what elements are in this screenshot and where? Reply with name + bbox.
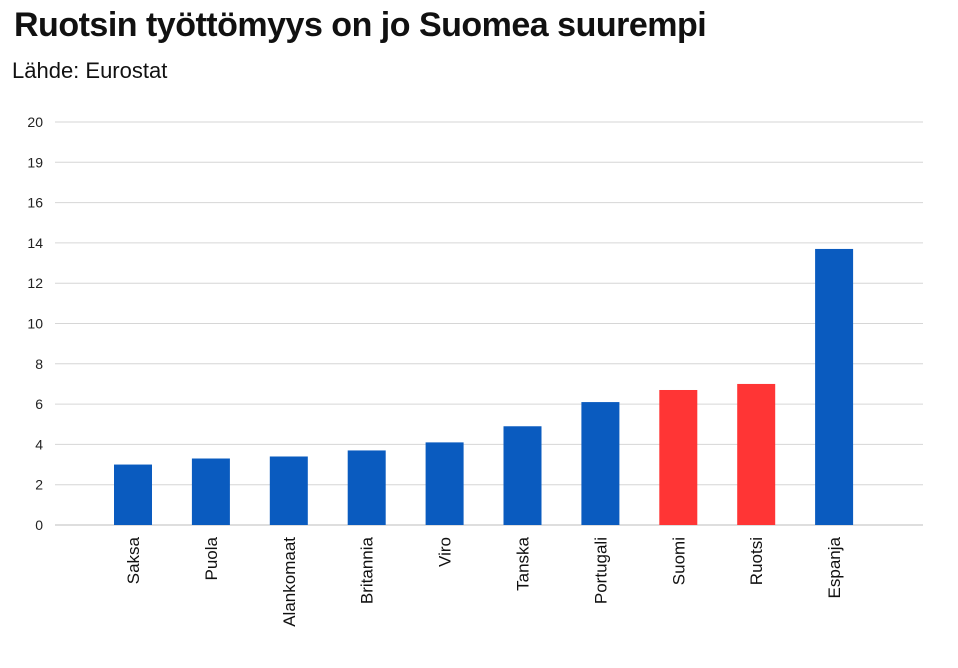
bar-tanska xyxy=(503,426,542,525)
bar-espanja xyxy=(815,248,854,525)
y-tick-label: 14 xyxy=(27,235,43,251)
bar-portugali xyxy=(581,402,620,525)
bar-puola xyxy=(191,458,230,525)
chart-subtitle: Lähde: Eurostat xyxy=(12,58,168,83)
x-tick-label: Ruotsi xyxy=(747,537,766,585)
x-tick-label: Puola xyxy=(202,536,221,580)
bar-alankomaat xyxy=(269,456,308,525)
bar-suomi xyxy=(659,389,698,525)
x-tick-label: Suomi xyxy=(669,537,688,585)
x-tick-label: Tanska xyxy=(514,536,533,590)
bars xyxy=(114,248,854,525)
x-tick-label: Viro xyxy=(436,537,455,567)
bar-britannia xyxy=(347,450,386,525)
y-tick-label: 0 xyxy=(35,517,43,533)
y-tick-label: 4 xyxy=(35,436,43,452)
x-tick-label: Portugali xyxy=(591,537,610,604)
x-tick-label: Britannia xyxy=(358,536,377,604)
y-tick-label: 10 xyxy=(27,316,43,332)
bar-ruotsi xyxy=(737,383,776,525)
y-tick-label: 8 xyxy=(35,356,43,372)
x-tick-label: Alankomaat xyxy=(280,537,299,627)
y-tick-label: 19 xyxy=(27,154,43,170)
x-tick-label: Saksa xyxy=(124,536,143,584)
bar-saksa xyxy=(114,464,152,525)
gridlines xyxy=(55,121,923,526)
y-tick-label: 2 xyxy=(35,477,43,493)
chart-title: Ruotsin työttömyys on jo Suomea suurempi xyxy=(14,6,707,44)
x-tick-label: Espanja xyxy=(825,536,844,598)
y-tick-label: 6 xyxy=(35,396,43,412)
y-tick-label: 12 xyxy=(27,275,43,291)
bar-viro xyxy=(425,442,464,525)
y-axis-ticks: 0 2 4 6 8 10 12 14 16 19 20 xyxy=(27,114,43,533)
y-tick-label: 20 xyxy=(27,114,43,130)
y-tick-label: 16 xyxy=(27,195,43,211)
x-axis-ticks: Saksa Puola Alankomaat Britannia Viro Tanska P… xyxy=(124,536,844,626)
